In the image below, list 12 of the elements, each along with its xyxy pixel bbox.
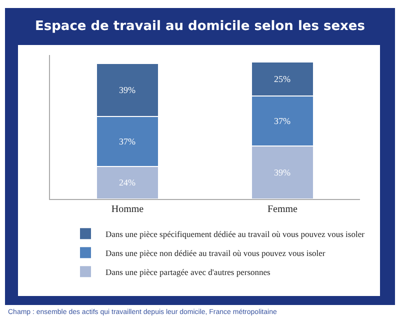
data-label: 37%: [119, 136, 136, 146]
data-label: 39%: [274, 168, 291, 178]
legend-label: Dans une pièce partagée avec d'autres personnes: [106, 266, 270, 277]
x-tick-label: Femme: [268, 204, 298, 215]
data-label: 37%: [274, 116, 291, 126]
data-label: 39%: [119, 84, 136, 95]
data-label: 25%: [274, 74, 291, 84]
legend-label: Dans une pièce spécifiquement dédiée au travail où vous pouvez vous isoler: [106, 228, 365, 239]
legend-label: Dans une pièce non dédiée au travail où vous pouvez vous isoler: [106, 248, 326, 258]
chart-title: Espace de travail au domicile selon les sexes: [34, 18, 366, 36]
data-label: 24%: [119, 178, 136, 188]
x-tick-label: Homme: [111, 204, 144, 215]
